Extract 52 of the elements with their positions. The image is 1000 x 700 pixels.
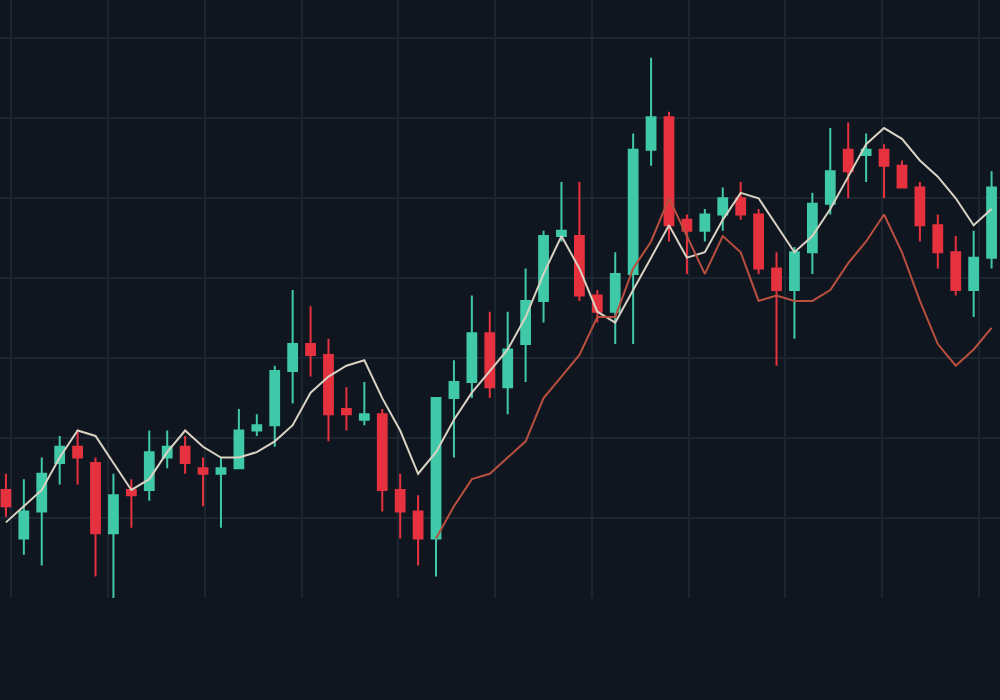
candlestick: [824, 127, 836, 216]
candlestick: [179, 434, 191, 475]
candlestick: [645, 56, 657, 167]
candlestick: [932, 213, 944, 270]
candlestick: [609, 251, 621, 346]
candlestick: [950, 235, 962, 297]
candlestick: [287, 289, 299, 405]
candlestick: [90, 456, 101, 578]
candlestick: [18, 478, 30, 556]
candlestick: [197, 456, 209, 508]
candlestick: [0, 472, 12, 518]
candlestick: [215, 456, 227, 529]
candlestick: [376, 407, 388, 513]
candlestick: [806, 191, 818, 275]
candlestick: [448, 359, 460, 459]
candlestick: [753, 208, 764, 275]
candlestick: [574, 181, 585, 302]
candlestick: [143, 429, 155, 502]
candlestick: [968, 229, 980, 319]
candlestick: [484, 310, 496, 400]
candlestick: [914, 181, 926, 243]
candlestick: [699, 208, 711, 243]
candlestick: [502, 310, 514, 416]
candlestick: [681, 213, 693, 275]
candlestick: [556, 181, 567, 243]
candlestick: [251, 413, 263, 437]
candlestick: [538, 229, 549, 324]
candlestick: [412, 494, 424, 567]
candlestick: [878, 143, 890, 200]
candlestick: [735, 181, 747, 221]
candlestick: [358, 380, 370, 427]
candlestick: [72, 429, 83, 486]
candlestick: [466, 294, 478, 400]
candlestick: [323, 337, 334, 443]
candlestick: [125, 478, 137, 529]
candlestick: [341, 386, 352, 432]
candlestick: [771, 251, 782, 367]
candlestick: [269, 364, 281, 448]
candlestick: [108, 472, 119, 598]
candlestick: [394, 472, 406, 540]
candlestick: [896, 159, 908, 189]
candlestick: [717, 186, 729, 232]
candlestick: [233, 407, 245, 470]
candlestick: [305, 305, 316, 378]
candlestick: [986, 170, 997, 270]
candlestick: [842, 121, 854, 200]
candlestick: [860, 132, 872, 184]
candlestick: [520, 267, 532, 383]
candlestick: [36, 456, 48, 567]
candlestick: [627, 132, 639, 346]
candlestick: [789, 245, 800, 340]
candlestick: [430, 397, 442, 578]
